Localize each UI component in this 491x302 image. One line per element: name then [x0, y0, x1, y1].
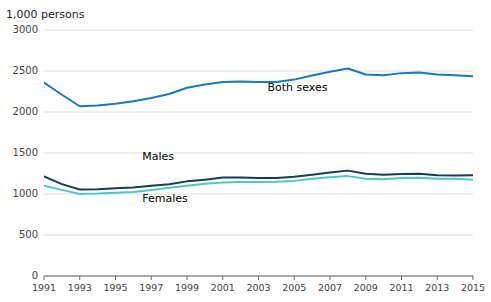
- lines: [44, 68, 473, 194]
- x-tick: [151, 276, 152, 280]
- grid-line: [44, 112, 473, 113]
- y-tick-label: 1000: [13, 188, 38, 199]
- x-tick: [258, 276, 259, 280]
- x-tick-label: 2009: [354, 282, 378, 293]
- x-tick-label: 1995: [103, 282, 127, 293]
- x-tick-label: 2011: [389, 282, 413, 293]
- grid-line: [44, 71, 473, 72]
- x-tick: [222, 276, 223, 280]
- x-tick: [330, 276, 331, 280]
- grid-line: [44, 235, 473, 236]
- x-tick: [115, 276, 116, 280]
- x-tick: [294, 276, 295, 280]
- x-tick-label: 1993: [68, 282, 92, 293]
- y-axis-label: 1,000 persons: [6, 8, 85, 21]
- chart: 0 500 1000 1500 2000 2500 3000 1,000 persons 199…: [0, 0, 491, 302]
- y-tick-label: 500: [19, 229, 38, 240]
- x-tick-label: 1997: [139, 282, 163, 293]
- y-tick-label: 0: [32, 270, 38, 281]
- annotation: Males: [142, 150, 174, 163]
- x-tick: [79, 276, 80, 280]
- y-tick-label: 2500: [13, 65, 38, 76]
- y-tick-label: 1500: [13, 147, 38, 158]
- annotation: Females: [142, 192, 188, 205]
- x-tick: [401, 276, 402, 280]
- annotation: Both sexes: [267, 81, 327, 94]
- x-tick-label: 2007: [318, 282, 342, 293]
- annotations: Both sexes Males Females: [142, 81, 327, 205]
- series-line: [44, 176, 473, 194]
- grid-line: [44, 30, 473, 31]
- series-line: [44, 68, 473, 106]
- x-tick-label: 1999: [175, 282, 199, 293]
- x-tick: [365, 276, 366, 280]
- x-tick-label: 2015: [461, 282, 485, 293]
- x-tick: [44, 276, 45, 280]
- x-tick: [473, 276, 474, 280]
- x-tick: [187, 276, 188, 280]
- x-tick-label: 2005: [282, 282, 306, 293]
- x-tick-label: 2013: [425, 282, 449, 293]
- x-axis: 1991 1993 1995 1997 1999 2001 2003 2005 2007 2009…: [32, 276, 485, 293]
- y-axis: 0 500 1000 1500 2000 2500 3000: [13, 24, 473, 281]
- grid-line: [44, 153, 473, 154]
- y-tick-label: 3000: [13, 24, 38, 35]
- series-line: [44, 171, 473, 190]
- x-tick-label: 2001: [211, 282, 235, 293]
- y-tick-label: 2000: [13, 106, 38, 117]
- x-tick-label: 2003: [246, 282, 270, 293]
- x-tick: [437, 276, 438, 280]
- x-tick-label: 1991: [32, 282, 56, 293]
